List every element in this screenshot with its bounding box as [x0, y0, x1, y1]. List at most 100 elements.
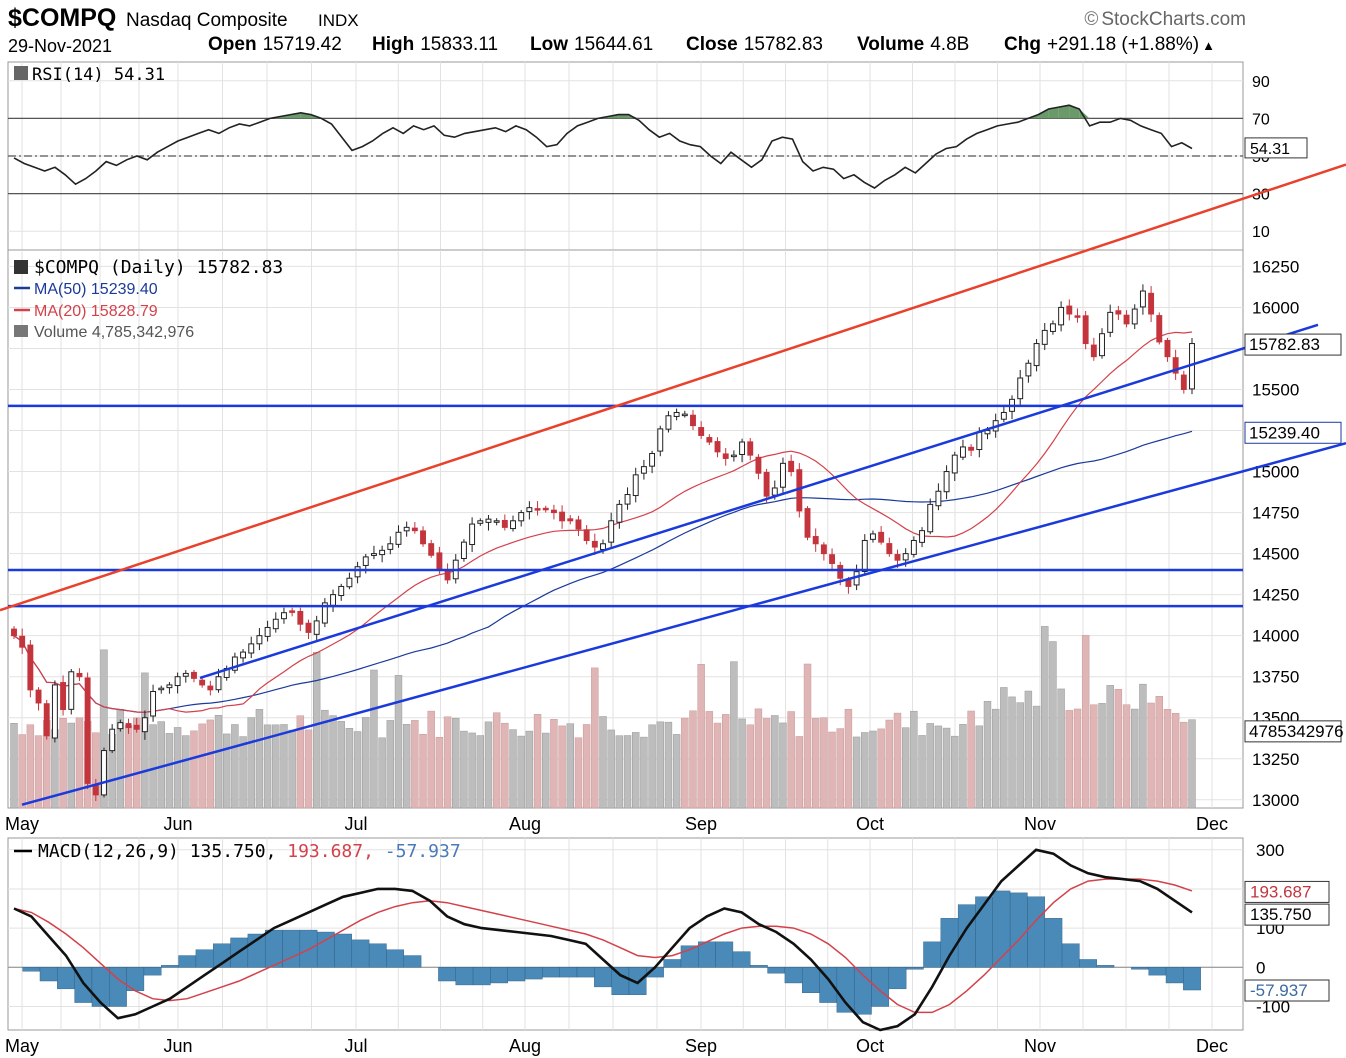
price-tick-label: 15500 [1252, 381, 1299, 400]
candle-body [935, 490, 942, 507]
volume-bar [1131, 708, 1139, 809]
volume-bar [75, 717, 84, 809]
rsi-overbought-fill [1038, 109, 1049, 119]
macd-histogram-bar [1027, 896, 1045, 968]
volume-bar [542, 732, 550, 809]
candle-body [428, 543, 435, 556]
trendline-upper-channel [0, 163, 1346, 612]
candle-body [706, 437, 713, 443]
volume-bar [468, 732, 476, 809]
volume-bar [844, 708, 853, 809]
candle-body [51, 684, 58, 739]
volume-bar [296, 715, 305, 809]
volume-bar [370, 669, 378, 809]
volume-bar [1008, 696, 1016, 809]
quote-date: 29-Nov-2021 [8, 36, 113, 56]
macd-histogram-bar [91, 967, 110, 1007]
volume-bar [632, 732, 640, 809]
price-tick-label: 16250 [1252, 257, 1299, 276]
price-month-label: Aug [509, 814, 541, 834]
candle-body [191, 671, 197, 679]
open-label: Open [208, 34, 257, 55]
price-tick-label: 14500 [1252, 545, 1299, 564]
rsi-overbought-fill [618, 114, 629, 119]
macd-month-label: May [5, 1036, 39, 1056]
candle-body [559, 511, 566, 522]
volume-bar [1024, 690, 1033, 809]
candle-body [943, 471, 950, 493]
volume-bar [901, 727, 910, 809]
macd-histogram-bar [836, 967, 855, 1013]
volume-bar [656, 721, 664, 809]
volume-bar [787, 711, 795, 809]
candle-body [117, 722, 124, 730]
candle-body [739, 441, 746, 455]
volume-bar [681, 717, 689, 809]
volume-bar [991, 708, 1000, 809]
volume-bar [795, 736, 804, 809]
volume-bar [247, 717, 255, 809]
volume-bar [672, 734, 681, 809]
volume-bar [198, 723, 206, 809]
candle-body [698, 427, 705, 436]
candle-body [755, 456, 762, 474]
volume-bar [1098, 703, 1106, 809]
candle-body [338, 585, 345, 597]
macd-histogram-bar [784, 967, 803, 984]
macd-histogram-bar [178, 955, 197, 968]
volume-bar [1114, 689, 1123, 809]
candle-body [1172, 357, 1179, 374]
price-month-label: Jun [163, 814, 192, 834]
candle-body [133, 724, 140, 730]
exchange-label: INDX [318, 11, 359, 30]
candle-body [640, 466, 647, 474]
volume-bar [182, 735, 190, 809]
candle-body [878, 531, 885, 543]
volume-bar [501, 722, 509, 809]
macd-histogram-bar [490, 967, 508, 984]
close-value: 15782.83 [743, 34, 823, 55]
volume-bar [1057, 688, 1065, 809]
open-value: 15719.42 [262, 34, 342, 55]
volume-bar [206, 719, 215, 809]
candle-body [1090, 344, 1097, 358]
candle-body [215, 676, 222, 691]
volume-bar [738, 718, 746, 809]
volume-bar [1041, 626, 1049, 809]
macd-signal-value: 193.687 [1250, 882, 1311, 901]
low-quote: Low 15644.61 [530, 34, 653, 56]
brand-link[interactable]: © StockCharts.com [1084, 9, 1246, 31]
macd-value-box [1244, 903, 1330, 926]
volume-bar [893, 712, 902, 809]
candle-body [812, 536, 819, 545]
macd-hist-value: -57.937 [1250, 981, 1308, 1000]
macd-legend-hist: -57.937 [385, 841, 461, 862]
macd-histogram-bar [438, 967, 456, 982]
volume-bar [1180, 721, 1188, 809]
volume-bar [141, 672, 149, 809]
volume-bar [214, 714, 223, 809]
volume-bar [419, 733, 427, 809]
candle-body [469, 523, 476, 546]
candle-body [370, 553, 377, 556]
volume-bar [1106, 685, 1114, 809]
volume-bar [329, 715, 337, 809]
macd-legend: MACD(12,26,9) 135.750, 193.687, -57.937 [38, 841, 461, 862]
candle-body [281, 612, 287, 620]
macd-histogram-bar [386, 949, 404, 968]
candle-body [199, 679, 206, 686]
volume-bar [1188, 719, 1196, 809]
candle-body [387, 543, 394, 550]
change-value: +291.18 (+1.88%) [1046, 34, 1200, 55]
volume-bar [402, 724, 411, 809]
volume-bar [615, 735, 624, 809]
macd-histogram-bar [195, 949, 214, 968]
macd-month-label: Dec [1196, 1036, 1228, 1056]
candle-body [730, 454, 737, 458]
volume-bar [280, 724, 288, 809]
candle-body [1139, 290, 1146, 308]
price-legend: $COMPQ (Daily) 15782.83 [34, 257, 283, 278]
candle-body [11, 628, 17, 637]
candle-body [820, 544, 827, 555]
